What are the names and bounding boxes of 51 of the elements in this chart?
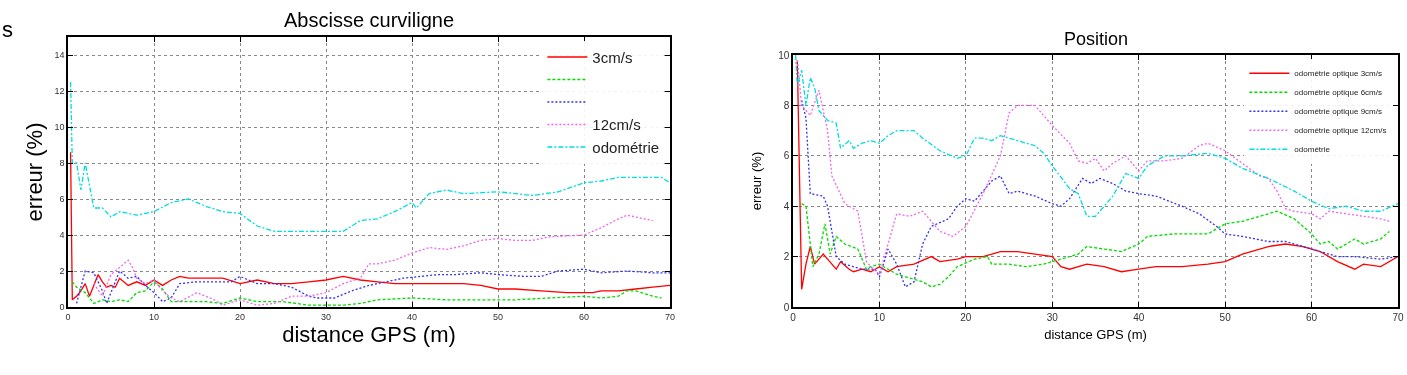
legend-label: odométrie optique 3cm/s [1294, 69, 1382, 79]
y-tick-label: 10 [778, 49, 790, 61]
x-tick-label: 40 [406, 311, 418, 322]
legend-label: odométrie optique 6cm/s [1294, 88, 1382, 98]
y-tick-label: 14 [54, 50, 65, 61]
x-tick-label: 50 [1219, 311, 1232, 323]
line-series [800, 99, 1398, 288]
y-tick-label: 6 [59, 194, 65, 205]
x-tick-label: 30 [320, 311, 332, 322]
line-series [75, 268, 670, 305]
x-tick-label: 10 [873, 311, 886, 323]
legend-label: odométrie [592, 138, 660, 156]
x-axis-title: distance GPS (m) [282, 321, 456, 347]
legend-label: 12cm/s [592, 116, 641, 134]
x-tick-label: 70 [1392, 311, 1404, 323]
x-tick-label: 40 [1133, 311, 1145, 323]
line-series [69, 151, 670, 301]
x-tick-label: 50 [492, 311, 504, 322]
x-tick-label: 10 [148, 311, 160, 322]
line-series [93, 214, 654, 306]
y-tick-label: 0 [59, 302, 65, 313]
x-axis-title: distance GPS (m) [1044, 326, 1147, 342]
y-tick-label: 10 [54, 122, 65, 133]
x-tick-label: 20 [960, 311, 972, 323]
y-tick-label: 6 [783, 150, 790, 162]
text: s [2, 17, 13, 42]
x-tick-label: 30 [1046, 311, 1059, 323]
x-tick-label: 70 [664, 311, 676, 322]
y-tick-label: 2 [59, 266, 65, 277]
legend-label: odométrie optique 9cm/s [1294, 107, 1382, 117]
legend-label: odométrie optique 12cm/s [1294, 126, 1387, 136]
line-series [800, 203, 1391, 288]
x-tick-label: 20 [234, 311, 246, 322]
legend-label: odométrie [1294, 145, 1331, 155]
legend-label: 3cm/s [592, 48, 633, 66]
y-tick-label: 12 [54, 86, 65, 97]
y-axis-title: erreur (%) [748, 151, 764, 211]
x-tick-label: 60 [578, 311, 590, 322]
y-tick-label: 8 [59, 158, 65, 169]
chart-title: Abscisse curviligne [284, 9, 455, 31]
y-tick-label: 0 [783, 301, 790, 313]
y-tick-label: 4 [783, 200, 790, 212]
y-tick-label: 4 [59, 230, 65, 241]
line-series [69, 81, 670, 233]
y-axis-title: erreur (%) [21, 122, 47, 222]
y-tick-label: 8 [783, 99, 790, 111]
x-tick-label: 60 [1306, 311, 1318, 323]
y-tick-label: 2 [783, 251, 790, 263]
chart-title: Position [1064, 29, 1129, 49]
line-series [71, 281, 663, 306]
line-series [794, 55, 1398, 217]
